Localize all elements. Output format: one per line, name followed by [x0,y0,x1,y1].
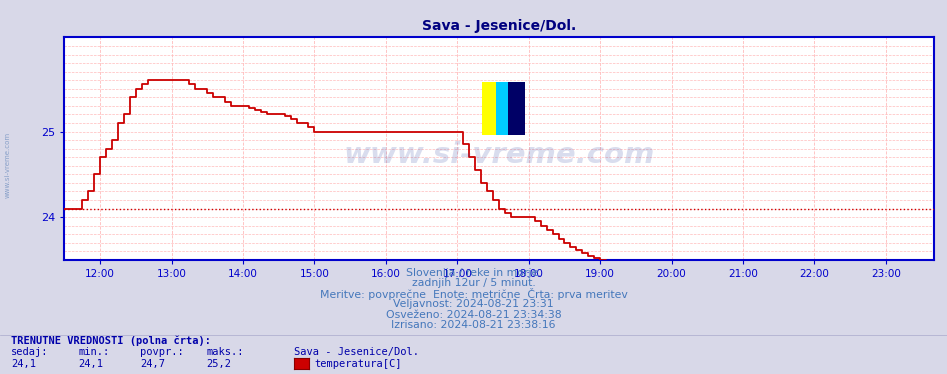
Text: zadnjih 12ur / 5 minut.: zadnjih 12ur / 5 minut. [412,279,535,288]
Text: www.si-vreme.com: www.si-vreme.com [5,132,10,197]
Text: povpr.:: povpr.: [140,347,184,357]
Text: 24,1: 24,1 [79,359,103,368]
Text: sedaj:: sedaj: [11,347,49,357]
Text: www.si-vreme.com: www.si-vreme.com [344,141,654,169]
Text: Slovenija / reke in morje.: Slovenija / reke in morje. [405,268,542,278]
Text: TRENUTNE VREDNOSTI (polna črta):: TRENUTNE VREDNOSTI (polna črta): [11,336,211,346]
FancyBboxPatch shape [482,82,526,135]
Text: 24,1: 24,1 [11,359,36,368]
FancyBboxPatch shape [496,82,526,135]
Text: maks.:: maks.: [206,347,244,357]
Title: Sava - Jesenice/Dol.: Sava - Jesenice/Dol. [422,19,576,33]
Text: Izrisano: 2024-08-21 23:38:16: Izrisano: 2024-08-21 23:38:16 [391,321,556,330]
Text: min.:: min.: [79,347,110,357]
Text: temperatura[C]: temperatura[C] [314,359,402,368]
FancyBboxPatch shape [508,82,526,135]
Text: 24,7: 24,7 [140,359,165,368]
Text: Osveženo: 2024-08-21 23:34:38: Osveženo: 2024-08-21 23:34:38 [385,310,562,320]
Text: Sava - Jesenice/Dol.: Sava - Jesenice/Dol. [294,347,419,357]
Text: 25,2: 25,2 [206,359,231,368]
Text: Veljavnost: 2024-08-21 23:31: Veljavnost: 2024-08-21 23:31 [393,300,554,309]
Text: Meritve: povprečne  Enote: metrične  Črta: prva meritev: Meritve: povprečne Enote: metrične Črta:… [320,288,627,300]
